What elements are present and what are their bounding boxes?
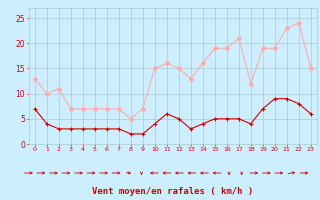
- Text: Vent moyen/en rafales ( km/h ): Vent moyen/en rafales ( km/h ): [92, 187, 253, 196]
